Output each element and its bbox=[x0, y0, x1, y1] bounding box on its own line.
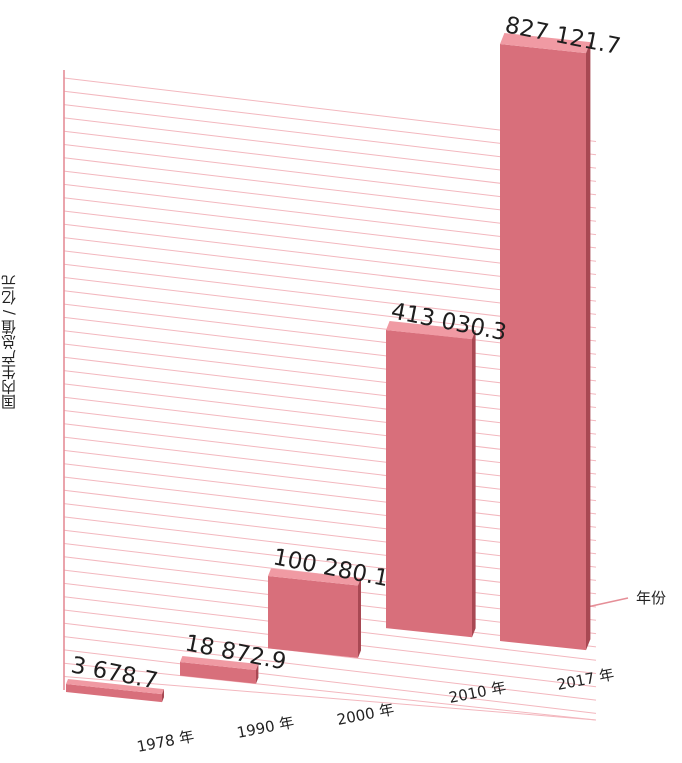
bars bbox=[66, 33, 590, 702]
x-tick-label: 1990 年 bbox=[235, 713, 295, 742]
x-axis-label: 年份 bbox=[636, 587, 666, 608]
bar bbox=[500, 44, 586, 650]
x-tick-label: 1978 年 bbox=[135, 727, 195, 756]
bar bbox=[268, 576, 358, 658]
y-axis-label: 国内生产总值 / 亿元 bbox=[2, 275, 26, 410]
bar-side bbox=[358, 578, 361, 658]
bar-side bbox=[586, 42, 590, 650]
x-tick-label: 2000 年 bbox=[335, 700, 395, 729]
bar bbox=[386, 330, 472, 637]
bar-side bbox=[472, 330, 476, 637]
x-tick-label: 2010 年 bbox=[447, 678, 507, 707]
